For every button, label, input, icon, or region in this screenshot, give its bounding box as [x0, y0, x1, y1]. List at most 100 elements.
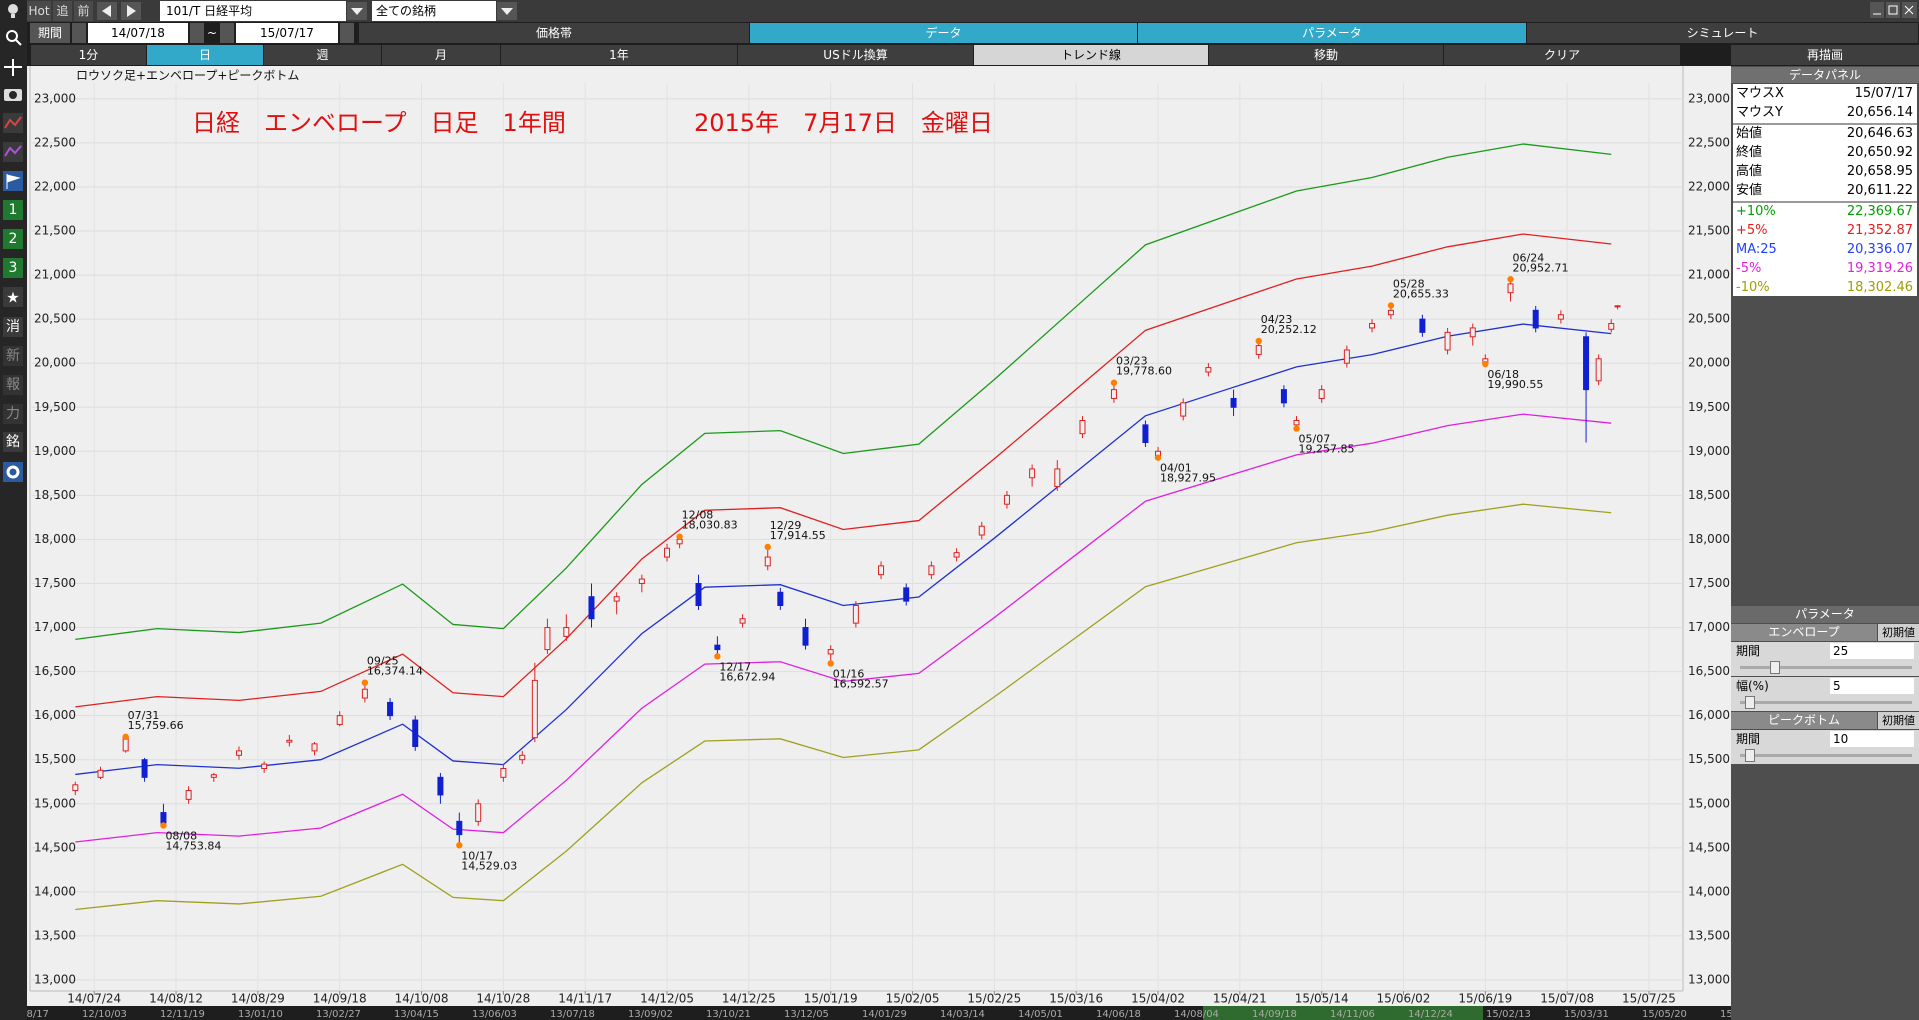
y-tick-label: 14,500: [1688, 840, 1730, 854]
period-label: 期間: [30, 23, 70, 43]
x-tick-label: 15/06/02: [1377, 992, 1431, 1006]
slider-thumb[interactable]: [1770, 661, 1780, 674]
candle-body: [676, 538, 683, 545]
overview-label: 15/05/20: [1642, 1009, 1687, 1020]
y-tick-label: 19,500: [1688, 400, 1730, 414]
hot-button[interactable]: Hot: [27, 1, 51, 21]
side-tool[interactable]: 銘: [6, 434, 20, 450]
envelope-line: [75, 143, 1612, 640]
panel-value: 20,658.95: [1846, 164, 1913, 179]
candle-body: [437, 776, 444, 796]
nav-button[interactable]: 追: [53, 1, 72, 21]
slider-track: [1740, 754, 1912, 757]
panel-label: 安値: [1736, 183, 1763, 198]
overview-label: 14/01/29: [862, 1009, 907, 1020]
tab[interactable]: 価格帯: [359, 23, 749, 43]
peak-date: 07/31: [128, 709, 160, 722]
peak-value: 20,252.12: [1261, 323, 1317, 336]
peak-marker: [764, 543, 771, 551]
panel-value: 20,646.63: [1846, 126, 1913, 141]
candle-body: [1595, 358, 1602, 382]
nav-button[interactable]: 前: [74, 1, 93, 21]
panel-label: -10%: [1736, 280, 1770, 295]
y-tick-label: 17,500: [1688, 576, 1730, 590]
tab[interactable]: シミュレート: [1527, 23, 1918, 43]
envelope-line: [75, 503, 1612, 911]
arrow-button[interactable]: [220, 23, 234, 43]
x-tick-label: 14/10/08: [395, 992, 449, 1006]
panel-separator: [1733, 201, 1917, 203]
peak-marker: [1255, 337, 1262, 345]
toolbar-button[interactable]: 1分: [31, 45, 146, 65]
param-input[interactable]: 25: [1830, 643, 1914, 659]
side-tool[interactable]: 力: [6, 406, 20, 422]
peak-value: 19,257.85: [1299, 443, 1355, 456]
candle-body: [412, 719, 419, 747]
panel-value: 18,302.46: [1846, 280, 1913, 295]
toolbar-button[interactable]: トレンド線: [974, 45, 1208, 65]
candle-body: [1293, 419, 1300, 426]
toolbar-button[interactable]: 1年: [501, 45, 737, 65]
y-tick-label: 15,500: [34, 752, 76, 766]
x-tick-label: 14/10/28: [476, 992, 530, 1006]
panel-value: 21,352.87: [1846, 223, 1913, 238]
toolbar-button[interactable]: 再描画: [1731, 45, 1919, 65]
candle-body: [544, 627, 551, 651]
y-tick-label: 19,500: [34, 400, 76, 414]
code-input[interactable]: 101/T 日経平均: [160, 1, 346, 21]
arrow-button[interactable]: [190, 23, 204, 43]
side-tool[interactable]: 3: [8, 260, 18, 276]
candle-body: [1180, 402, 1187, 417]
side-tool[interactable]: 新: [6, 348, 20, 364]
overview-label: 14/09/18: [1252, 1009, 1297, 1020]
panel-header: データパネル: [1731, 67, 1919, 83]
candle-body: [1255, 345, 1262, 355]
reset-button[interactable]: 初期値: [1878, 624, 1919, 641]
arrow-button[interactable]: [72, 23, 86, 43]
panel-value: 22,369.67: [1846, 204, 1913, 219]
x-tick-label: 15/06/19: [1458, 992, 1512, 1006]
y-tick-label: 20,500: [1688, 312, 1730, 326]
slider-thumb[interactable]: [1745, 749, 1755, 762]
peak-date: 05/07: [1299, 433, 1331, 446]
filter-select[interactable]: 全ての銘柄: [372, 1, 496, 21]
y-tick-label: 20,500: [34, 312, 76, 326]
toolbar-button[interactable]: USドル換算: [738, 45, 973, 65]
panel-value: 20,611.22: [1846, 183, 1913, 198]
slider-thumb[interactable]: [1745, 696, 1755, 709]
candle-body: [588, 596, 595, 620]
tab[interactable]: データ: [750, 23, 1137, 43]
param-input[interactable]: 5: [1830, 678, 1914, 694]
side-tool[interactable]: 1: [8, 202, 18, 218]
reset-button[interactable]: 初期値: [1878, 712, 1919, 729]
candle-body: [1205, 367, 1212, 373]
candle-body: [1583, 336, 1590, 391]
overview-label: 14/03/14: [940, 1009, 985, 1020]
y-tick-label: 14,500: [34, 840, 76, 854]
candle-body: [1369, 323, 1376, 329]
arrow-button[interactable]: [340, 23, 354, 43]
envelope-line: [75, 323, 1612, 776]
y-tick-label: 13,500: [1688, 928, 1730, 942]
side-tool[interactable]: 2: [8, 231, 18, 247]
candle-body: [1230, 397, 1237, 408]
panel-separator: [1733, 123, 1917, 125]
from-date[interactable]: 14/07/18: [88, 23, 188, 43]
x-tick-label: 14/11/17: [558, 992, 612, 1006]
toolbar-button[interactable]: 月: [382, 45, 500, 65]
toolbar-button[interactable]: 週: [264, 45, 381, 65]
candle-body: [1614, 305, 1621, 308]
y-tick-label: 13,500: [34, 928, 76, 942]
peak-marker: [361, 679, 369, 686]
side-tool[interactable]: 消: [6, 319, 20, 335]
toolbar-button[interactable]: 移動: [1209, 45, 1443, 65]
tab[interactable]: パラメータ: [1138, 23, 1526, 43]
x-tick-label: 15/03/16: [1049, 992, 1103, 1006]
toolbar-button[interactable]: 日: [147, 45, 263, 65]
to-date[interactable]: 15/07/17: [236, 23, 338, 43]
panel-label: 始値: [1736, 126, 1763, 141]
param-input[interactable]: 10: [1830, 731, 1914, 747]
side-tool[interactable]: 報: [6, 377, 20, 393]
panel-value: 19,319.26: [1846, 261, 1913, 276]
toolbar-button[interactable]: クリア: [1444, 45, 1680, 65]
